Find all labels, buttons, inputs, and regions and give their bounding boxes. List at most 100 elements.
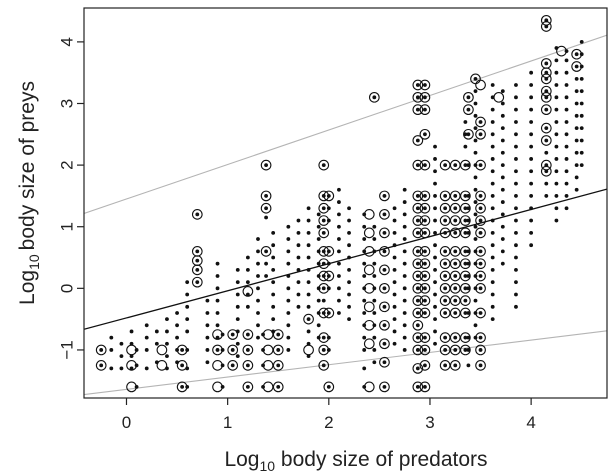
data-point (296, 230, 301, 235)
data-point (453, 194, 458, 198)
open-marker (540, 91, 552, 103)
data-point (423, 311, 427, 315)
data-point (205, 298, 210, 303)
data-point (264, 206, 268, 211)
open-marker (460, 190, 471, 202)
data-point (271, 304, 276, 309)
open-marker (463, 91, 474, 103)
data-point (165, 341, 169, 346)
open-marker (323, 190, 335, 202)
data-point (554, 70, 559, 75)
data-point (321, 335, 326, 340)
open-marker (323, 381, 335, 393)
data-point (165, 329, 169, 334)
open-marker (156, 359, 168, 371)
data-point (415, 163, 420, 168)
data-point (500, 187, 505, 192)
open-marker (212, 344, 223, 356)
data-point (453, 286, 458, 291)
y-tick-label: 2 (58, 160, 77, 169)
open-marker (191, 264, 203, 276)
data-point (286, 335, 291, 340)
data-point (415, 230, 420, 235)
data-point (514, 194, 518, 198)
data-point (490, 304, 495, 309)
data-point (554, 194, 559, 198)
data-point (466, 218, 471, 223)
data-point (574, 187, 579, 192)
x-tick-label: 0 (122, 413, 131, 432)
data-point (286, 224, 291, 229)
data-point (514, 83, 518, 87)
data-point (109, 366, 114, 371)
data-point (529, 218, 534, 223)
data-point (306, 267, 311, 272)
data-point (271, 230, 276, 235)
open-marker (475, 202, 486, 214)
data-point (256, 249, 260, 254)
open-marker (463, 104, 474, 116)
data-point (415, 95, 420, 100)
data-point (362, 348, 367, 352)
data-point (514, 206, 518, 211)
open-marker (419, 282, 431, 294)
data-point (574, 52, 579, 57)
open-marker (412, 295, 424, 307)
data-point (473, 175, 478, 180)
open-marker (419, 258, 431, 270)
data-point (382, 249, 387, 254)
open-marker (379, 301, 390, 313)
open-marker (419, 359, 431, 371)
data-point (423, 194, 427, 198)
data-point (415, 261, 420, 266)
data-point (433, 329, 437, 334)
data-point (392, 280, 397, 285)
data-point (423, 107, 427, 112)
data-point (415, 335, 420, 340)
data-point (423, 132, 427, 137)
open-marker (412, 79, 424, 91)
data-point (453, 335, 458, 340)
open-marker (379, 319, 390, 331)
data-point (544, 61, 549, 66)
data-point (195, 267, 200, 272)
open-marker (227, 329, 239, 340)
data-point (466, 132, 471, 137)
open-marker (419, 295, 431, 307)
open-marker (242, 381, 254, 393)
data-point (473, 101, 478, 106)
data-point (154, 341, 159, 346)
open-marker (419, 227, 431, 239)
data-point (264, 215, 268, 220)
data-point (230, 363, 235, 368)
data-point (372, 348, 377, 352)
data-point (316, 212, 321, 217)
data-point (321, 218, 326, 223)
data-point (271, 280, 276, 285)
data-point (415, 366, 420, 371)
data-point (347, 267, 351, 272)
data-point (99, 348, 104, 352)
data-point (500, 89, 505, 94)
data-point (433, 341, 437, 346)
data-point (490, 120, 495, 124)
data-point (463, 274, 468, 278)
data-point (180, 385, 185, 389)
open-marker (540, 14, 552, 26)
data-point (564, 181, 569, 186)
data-point (415, 249, 420, 254)
open-marker (419, 79, 431, 91)
data-point (574, 76, 579, 81)
data-point (514, 157, 518, 161)
data-point (574, 150, 579, 155)
data-point (276, 385, 281, 389)
data-point (500, 237, 505, 241)
data-point (372, 224, 377, 229)
data-point (347, 280, 351, 285)
data-point (362, 224, 367, 229)
open-marker (419, 215, 431, 226)
data-point (514, 120, 518, 124)
data-point (443, 335, 448, 340)
data-point (453, 163, 458, 168)
